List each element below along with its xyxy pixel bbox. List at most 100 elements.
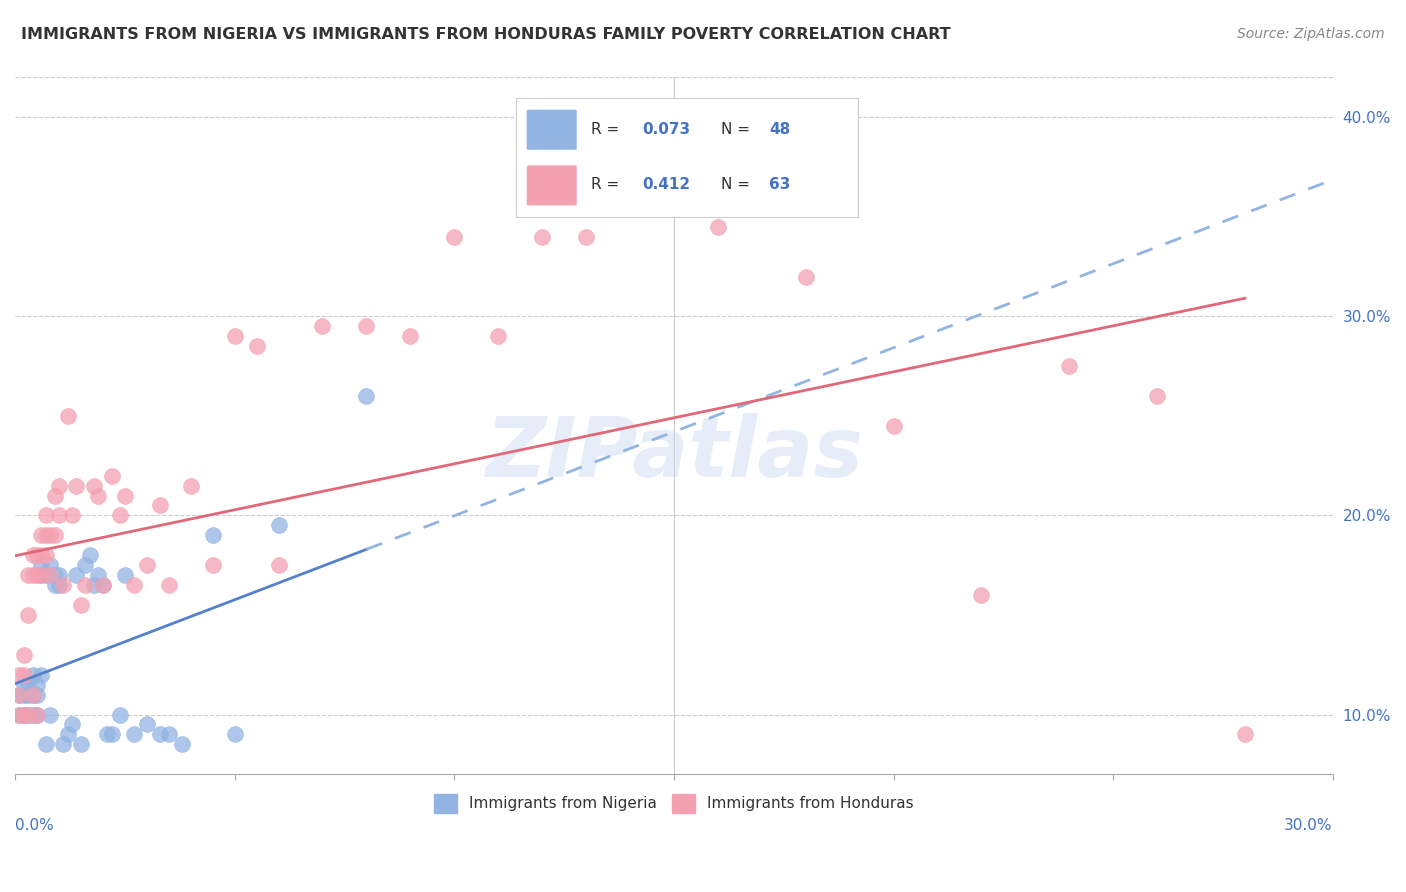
- Point: [48, 568, 70, 582]
- Point: [25, 678, 48, 692]
- Point: [44, 489, 66, 503]
- Point: [39, 707, 62, 722]
- Point: [399, 329, 422, 343]
- Legend: Immigrants from Nigeria, Immigrants from Honduras: Immigrants from Nigeria, Immigrants from…: [427, 788, 920, 819]
- Point: [35, 568, 58, 582]
- Point: [13, 707, 35, 722]
- Text: 0.0%: 0.0%: [15, 818, 53, 833]
- Text: IMMIGRANTS FROM NIGERIA VS IMMIGRANTS FROM HONDURAS FAMILY POVERTY CORRELATION C: IMMIGRANTS FROM NIGERIA VS IMMIGRANTS FR…: [21, 27, 950, 42]
- Point: [13, 678, 35, 692]
- Point: [30, 667, 52, 681]
- Point: [8, 707, 31, 722]
- Point: [60, 508, 83, 523]
- Point: [114, 568, 136, 582]
- Point: [149, 499, 172, 513]
- Point: [39, 558, 62, 573]
- Point: [267, 558, 290, 573]
- Point: [883, 418, 905, 433]
- Point: [75, 558, 97, 573]
- Point: [17, 688, 39, 702]
- Point: [1233, 727, 1256, 741]
- Point: [56, 727, 79, 741]
- Point: [44, 578, 66, 592]
- Point: [52, 737, 75, 751]
- Point: [157, 578, 180, 592]
- Point: [443, 229, 465, 244]
- Point: [201, 558, 224, 573]
- Point: [17, 607, 39, 622]
- Point: [531, 229, 554, 244]
- Point: [35, 528, 58, 542]
- Point: [21, 568, 44, 582]
- Point: [267, 518, 290, 533]
- Point: [52, 578, 75, 592]
- Point: [35, 548, 58, 562]
- Point: [122, 578, 145, 592]
- Point: [13, 648, 35, 662]
- Point: [619, 200, 641, 214]
- Point: [707, 219, 730, 234]
- Point: [44, 568, 66, 582]
- Point: [25, 548, 48, 562]
- Point: [486, 329, 509, 343]
- Point: [25, 707, 48, 722]
- Point: [48, 508, 70, 523]
- Point: [83, 478, 105, 492]
- Point: [70, 598, 93, 612]
- Point: [48, 478, 70, 492]
- Point: [170, 737, 193, 751]
- Point: [224, 727, 246, 741]
- Point: [75, 578, 97, 592]
- Point: [21, 667, 44, 681]
- Text: 30.0%: 30.0%: [1284, 818, 1333, 833]
- Point: [65, 478, 87, 492]
- Point: [135, 558, 157, 573]
- Point: [110, 508, 132, 523]
- Point: [8, 688, 31, 702]
- Point: [44, 528, 66, 542]
- Point: [100, 727, 122, 741]
- Point: [17, 568, 39, 582]
- Point: [8, 667, 31, 681]
- Point: [70, 737, 93, 751]
- Point: [13, 688, 35, 702]
- Point: [91, 578, 114, 592]
- Point: [21, 707, 44, 722]
- Point: [575, 229, 598, 244]
- Point: [21, 548, 44, 562]
- Text: ZIPatlas: ZIPatlas: [485, 413, 863, 494]
- Text: Source: ZipAtlas.com: Source: ZipAtlas.com: [1237, 27, 1385, 41]
- Point: [25, 707, 48, 722]
- Point: [245, 339, 267, 353]
- Point: [356, 389, 378, 403]
- Point: [35, 737, 58, 751]
- Point: [39, 528, 62, 542]
- Point: [65, 568, 87, 582]
- Point: [25, 568, 48, 582]
- Point: [8, 688, 31, 702]
- Point: [135, 717, 157, 731]
- Point: [8, 707, 31, 722]
- Point: [87, 568, 110, 582]
- Point: [13, 707, 35, 722]
- Point: [35, 508, 58, 523]
- Point: [122, 727, 145, 741]
- Point: [224, 329, 246, 343]
- Point: [149, 727, 172, 741]
- Point: [96, 727, 118, 741]
- Point: [110, 707, 132, 722]
- Point: [157, 727, 180, 741]
- Point: [970, 588, 993, 602]
- Point: [180, 478, 202, 492]
- Point: [39, 568, 62, 582]
- Point: [30, 568, 52, 582]
- Point: [311, 319, 333, 334]
- Point: [21, 688, 44, 702]
- Point: [87, 489, 110, 503]
- Point: [17, 678, 39, 692]
- Point: [30, 568, 52, 582]
- Point: [56, 409, 79, 423]
- Point: [13, 667, 35, 681]
- Point: [114, 489, 136, 503]
- Point: [1146, 389, 1168, 403]
